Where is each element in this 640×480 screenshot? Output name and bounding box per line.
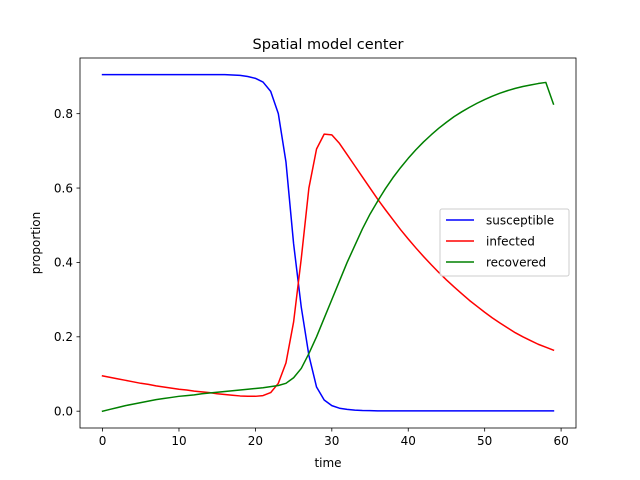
x-tick-label: 50 — [477, 434, 492, 448]
x-tick-label: 60 — [553, 434, 568, 448]
y-tick-label: 0.4 — [54, 256, 73, 270]
x-axis-label: time — [314, 456, 341, 470]
y-tick-label: 0.6 — [54, 181, 73, 195]
x-tick-label: 40 — [401, 434, 416, 448]
plot-frame — [79, 57, 577, 429]
series-line-susceptible — [101, 73, 555, 412]
x-tick-label: 30 — [324, 434, 339, 448]
legend: susceptible infected recovered — [439, 208, 570, 277]
legend-label-susceptible: susceptible — [486, 213, 554, 227]
series-layer — [101, 73, 555, 413]
y-tick-label: 0.0 — [54, 404, 73, 418]
y-ticks: 0.0 0.2 0.4 0.6 0.8 — [54, 107, 80, 418]
series-line-infected — [101, 133, 555, 398]
y-tick-label: 0.8 — [54, 107, 73, 121]
x-tick-label: 20 — [248, 434, 263, 448]
x-ticks: 0 10 20 30 40 50 60 — [99, 428, 569, 448]
legend-label-infected: infected — [486, 234, 535, 248]
series-line-recovered — [101, 81, 555, 413]
x-tick-label: 0 — [99, 434, 107, 448]
chart-title: Spatial model center — [253, 37, 404, 53]
y-axis-label: proportion — [29, 212, 43, 275]
legend-label-recovered: recovered — [486, 255, 546, 269]
y-tick-label: 0.2 — [54, 330, 73, 344]
x-tick-label: 10 — [171, 434, 186, 448]
legend-frame — [439, 208, 570, 277]
